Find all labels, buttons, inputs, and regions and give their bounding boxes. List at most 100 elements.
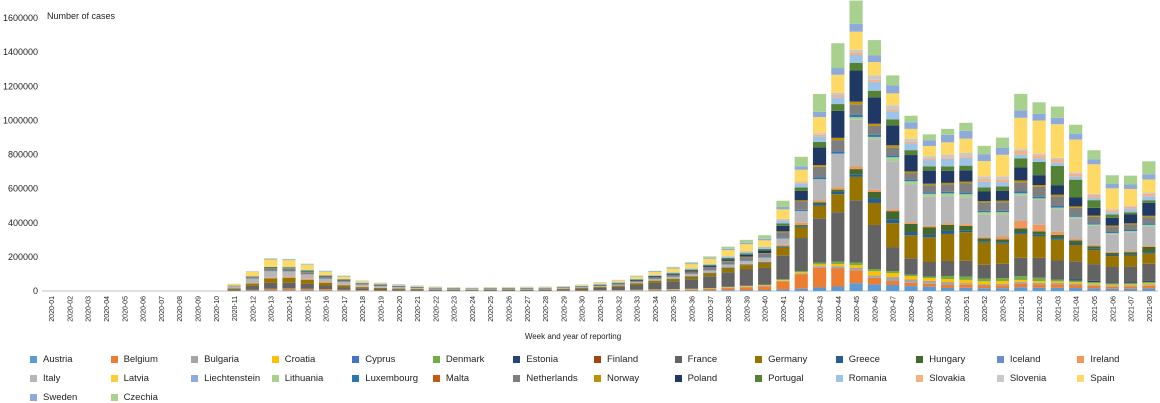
bar-segment-austria	[685, 290, 698, 291]
legend-item: Norway	[594, 373, 675, 384]
legend-swatch	[755, 375, 762, 382]
bar-segment-lithuania	[1069, 217, 1082, 218]
bar-segment-france	[850, 200, 863, 262]
bar-segment-netherlands	[904, 173, 917, 180]
y-axis-label: Number of cases	[47, 11, 116, 21]
bar-segment-germany	[1033, 236, 1046, 258]
bar-segment-hungary	[1014, 228, 1027, 232]
bar-segment-belgium	[758, 286, 771, 290]
bar-segment-france	[685, 279, 698, 289]
bar-segment-czechia	[923, 134, 936, 140]
legend-label: Slovenia	[1010, 373, 1046, 384]
y-tick-label: 0	[33, 286, 38, 296]
bar-segment-austria	[868, 284, 881, 291]
bar-segment-lithuania	[904, 181, 917, 184]
legend-swatch	[433, 356, 440, 363]
bar-segment-hungary	[941, 225, 954, 231]
bar-segment-france	[228, 289, 241, 290]
legend-label: Latvia	[124, 373, 149, 384]
bar-segment-spain	[978, 161, 991, 176]
bar-segment-romania	[1033, 159, 1046, 162]
bar-segment-greece	[996, 242, 1009, 243]
bar-segment-spain	[1087, 164, 1100, 193]
legend-swatch	[191, 375, 198, 382]
bar-segment-romania	[301, 270, 314, 271]
bar-segment-france	[1051, 261, 1064, 280]
bar-segment-lithuania	[941, 193, 954, 196]
bar-segment-norway	[1069, 206, 1082, 207]
bar-segment-norway	[978, 201, 991, 202]
bar-segment-italy	[520, 289, 533, 290]
bar-segment-netherlands	[886, 147, 899, 155]
x-tick-label: 2020-50	[946, 296, 953, 322]
bar-segment-spain	[1069, 140, 1082, 173]
bar-segment-germany	[557, 289, 570, 290]
bar-segment-france	[319, 285, 332, 289]
bar-segment-germany	[1069, 245, 1082, 261]
bar-segment-luxembourg	[904, 180, 917, 182]
bar-segment-croatia	[1142, 283, 1155, 284]
bar-segment-bulgaria	[886, 277, 899, 281]
bar-segment-romania	[1142, 196, 1155, 200]
bar-segment-germany	[575, 288, 588, 289]
x-tick-label: 2021-06	[1110, 296, 1117, 322]
bar-segment-italy	[1014, 195, 1027, 221]
bar-segment-portugal	[1142, 200, 1155, 203]
bar-segment-luxembourg	[959, 193, 972, 195]
bar-segment-lithuania	[886, 157, 899, 161]
legend-label: Lithuania	[285, 373, 324, 384]
bar-segment-netherlands	[868, 126, 881, 135]
bar-segment-luxembourg	[795, 210, 808, 211]
bar-segment-lithuania	[868, 137, 881, 139]
bar-segment-italy	[703, 270, 716, 272]
y-tick-label: 1200000	[3, 81, 38, 91]
bar-segment-slovakia	[831, 95, 844, 97]
bar-segment-luxembourg	[1033, 197, 1046, 199]
legend-item: Latvia	[111, 373, 192, 384]
bar-segment-bulgaria	[978, 284, 991, 285]
bar-segment-hungary	[1106, 253, 1119, 255]
bar-segment-estonia	[1124, 282, 1137, 283]
x-tick-label: 2020-35	[671, 296, 678, 322]
x-tick-label: 2020-22	[433, 296, 440, 322]
x-tick-label: 2020-47	[891, 296, 898, 322]
legend-label: Romania	[849, 373, 887, 384]
bar-segment-slovenia	[886, 105, 899, 109]
bar-segment-germany	[978, 243, 991, 265]
x-tick-label: 2020-37	[708, 296, 715, 322]
x-tick-label: 2020-07	[159, 296, 166, 322]
bar-segment-portugal	[758, 249, 771, 251]
bar-segment-slovakia	[813, 135, 826, 137]
bar-segment-greece	[1087, 249, 1100, 250]
legend-item: Denmark	[433, 354, 514, 365]
bar-segment-czechia	[758, 235, 771, 239]
bar-segment-slovakia	[923, 159, 936, 160]
bar-segment-germany	[301, 280, 314, 284]
legend-item: Netherlands	[513, 373, 594, 384]
bar-segment-slovakia	[1087, 195, 1100, 198]
bar-segment-netherlands	[337, 281, 350, 282]
bar-segment-sweden	[776, 207, 789, 209]
bar-segment-denmark	[1014, 276, 1027, 280]
bar-segment-france	[721, 272, 734, 287]
x-tick-label: 2020-30	[580, 296, 587, 322]
bar-segment-slovenia	[996, 176, 1009, 179]
bar-segment-belgium	[850, 270, 863, 283]
bar-segment-lithuania	[1051, 208, 1064, 210]
x-tick-label: 2020-46	[872, 296, 879, 322]
bar-segment-italy	[502, 289, 515, 290]
bar-segment-bulgaria	[941, 282, 954, 285]
bar-segment-bulgaria	[1106, 286, 1119, 287]
x-tick-label: 2020-43	[818, 296, 825, 322]
bar-segment-greece	[1069, 244, 1082, 245]
bar-segment-germany	[721, 268, 734, 272]
bar-segment-czechia	[740, 240, 753, 243]
bar-segment-sweden	[703, 258, 716, 259]
bar-segment-slovakia	[996, 179, 1009, 182]
bar-segment-estonia	[1106, 282, 1119, 283]
bar-segment-portugal	[996, 186, 1009, 190]
bar-segment-germany	[868, 203, 881, 225]
x-tick-label: 2020-14	[287, 296, 294, 322]
bar-segment-lithuania	[959, 194, 972, 197]
bar-segment-croatia	[904, 276, 917, 279]
